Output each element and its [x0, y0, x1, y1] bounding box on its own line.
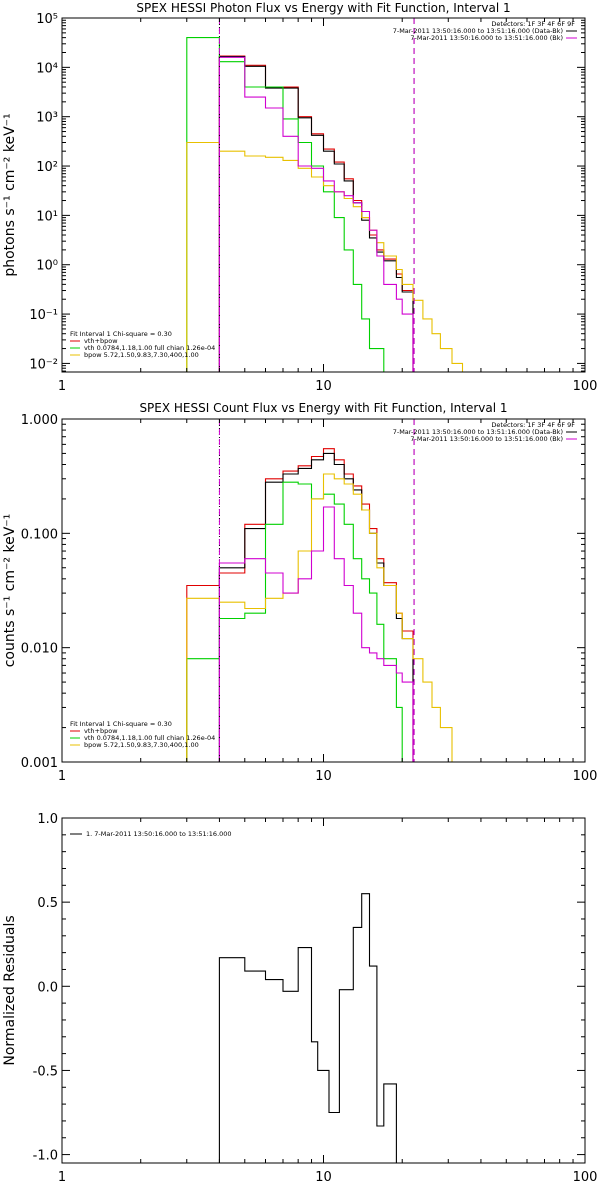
annotation-line: 7-Mar-2011 13:50:16.000 to 13:51:16.000 … — [410, 34, 563, 42]
plot-frame — [61, 817, 586, 1164]
series-bk — [218, 56, 414, 372]
y-axis-label: Normalized Residuals — [2, 915, 18, 1065]
panel-count: SPEX HESSI Count Flux vs Energy with Fit… — [2, 401, 597, 784]
chart-title: SPEX HESSI Count Flux vs Energy with Fit… — [139, 401, 507, 415]
plot-frame — [61, 17, 586, 373]
x-tick-label: 10 — [315, 1170, 332, 1185]
series-bpow — [186, 141, 464, 372]
x-tick-label: 100 — [573, 1170, 598, 1185]
y-tick-label: 10⁻¹ — [29, 308, 58, 323]
x-tick-label: 10 — [315, 379, 332, 394]
legend-entry: vth+bpow — [84, 727, 118, 735]
panel-residuals: Normalized Residuals 1 10 100 -1.0 -0.5 0.0 0.5… — [2, 812, 597, 1185]
annotation-line: Detectors: 1F 3F 4F 6F 9F — [491, 421, 575, 429]
series-vth-bpow — [218, 55, 414, 372]
series-group — [186, 37, 464, 372]
series-data-bk — [218, 452, 414, 762]
y-tick-label: 1.0 — [37, 812, 58, 827]
series-group — [186, 448, 463, 762]
panel-photon: SPEX HESSI Photon Flux vs Energy with Fi… — [2, 1, 597, 394]
annotation-line: 7-Mar-2011 13:50:16.000 to 13:51:16.000 … — [393, 428, 563, 436]
y-tick-label: 0.0 — [37, 980, 58, 995]
series-group — [218, 893, 419, 1163]
y-tick-label: 1.000 — [21, 413, 58, 428]
y-tick-label: 0.010 — [21, 642, 58, 657]
y-tick-label: 0.001 — [21, 756, 58, 771]
annotation-line: Detectors: 1F 3F 4F 6F 9F — [491, 20, 575, 28]
annotation-line: 7-Mar-2011 13:50:16.000 to 13:51:16.000 … — [393, 27, 563, 35]
y-tick-label: 10⁻² — [29, 357, 58, 372]
legend-entry: vth 0.0784,1.18,1.00 full chian 1.26e-04 — [84, 344, 215, 352]
series-vth-bpow — [186, 448, 414, 762]
annotation-line: 7-Mar-2011 13:50:16.000 to 13:51:16.000 … — [410, 435, 563, 443]
y-tick-label: 10⁴ — [36, 61, 58, 76]
series-bk — [218, 506, 414, 762]
y-tick-label: 0.5 — [37, 896, 58, 911]
legend-entry: 1. 7-Mar-2011 13:50:16.000 to 13:51:16.0… — [86, 830, 232, 838]
x-tick-label: 1 — [58, 769, 66, 784]
legend-entry: bpow 5.72,1.50,9.83,7.30,400,1.00 — [84, 741, 199, 749]
series-1-7-mar-2011-13-50-16-000-to-13-51-16-000 — [218, 893, 419, 1163]
series-bpow — [186, 473, 463, 762]
legend-entry: bpow 5.72,1.50,9.83,7.30,400,1.00 — [84, 351, 199, 359]
y-axis-label: counts s⁻¹ cm⁻² keV⁻¹ — [2, 514, 18, 668]
x-tick-label: 100 — [573, 769, 598, 784]
y-tick-label: 10² — [36, 160, 58, 175]
legend-entry: vth 0.0784,1.18,1.00 full chian 1.26e-04 — [84, 734, 215, 742]
y-tick-label: 10¹ — [36, 209, 58, 224]
chart-title: SPEX HESSI Photon Flux vs Energy with Fi… — [136, 1, 510, 15]
series-vth — [186, 481, 403, 762]
y-tick-label: 10⁵ — [36, 12, 58, 27]
y-tick-label: -1.0 — [33, 1149, 58, 1164]
y-tick-label: 0.100 — [21, 527, 58, 542]
legend-header: Fit Interval 1 Chi-square = 0.30 — [70, 330, 172, 338]
legend-entry: vth+bpow — [84, 337, 118, 345]
y-axis-label: photons s⁻¹ cm⁻² keV⁻¹ — [2, 113, 18, 276]
legend-header: Fit Interval 1 Chi-square = 0.30 — [70, 720, 172, 728]
y-tick-label: 10³ — [36, 111, 58, 126]
x-tick-label: 100 — [573, 379, 598, 394]
x-tick-label: 1 — [58, 379, 66, 394]
x-tick-label: 1 — [58, 1170, 66, 1185]
y-tick-label: 10⁰ — [36, 259, 58, 274]
series-data-bk — [218, 56, 414, 372]
plot-frame — [61, 418, 586, 763]
y-tick-label: -0.5 — [33, 1064, 58, 1079]
x-tick-label: 10 — [315, 769, 332, 784]
